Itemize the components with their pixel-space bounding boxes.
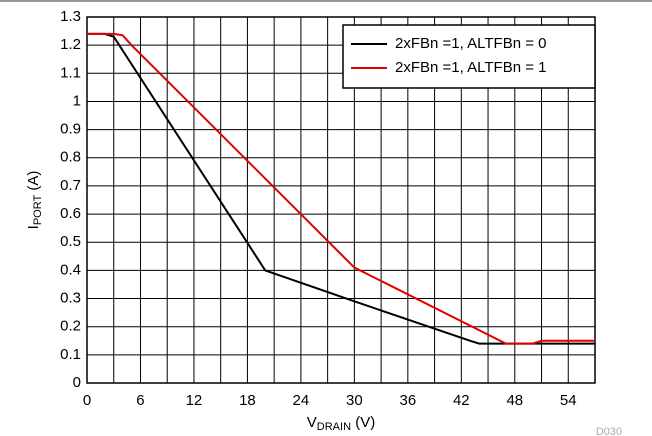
x-label-main: V (307, 414, 317, 431)
footnote: D030 (596, 426, 622, 436)
x-tick-label: 42 (453, 392, 470, 409)
y-tick-label: 0.1 (60, 346, 81, 363)
y-label-unit: (A) (25, 171, 42, 195)
legend-label: 2xFBn =1, ALTFBn = 0 (395, 35, 546, 52)
y-tick-label: 0 (73, 374, 81, 391)
y-tick-label: 0.7 (60, 177, 81, 194)
x-tick-label: 0 (83, 392, 91, 409)
plot-frame (86, 16, 596, 384)
x-tick-label: 6 (136, 392, 144, 409)
x-label-sub: DRAIN (317, 421, 351, 433)
x-tick-label: 54 (560, 392, 577, 409)
y-tick-label: 0.3 (60, 290, 81, 307)
x-tick-label: 18 (239, 392, 256, 409)
legend-box (342, 24, 596, 89)
y-tick-label: 1.2 (60, 36, 81, 53)
y-tick-label: 1 (73, 92, 81, 109)
x-tick-label: 12 (186, 392, 203, 409)
y-label-sub: PORT (32, 195, 44, 226)
y-tick-label: 0.4 (60, 261, 81, 278)
y-tick-label: 0.8 (60, 149, 81, 166)
y-tick-label: 1.1 (60, 64, 81, 81)
x-axis-label: VDRAIN (V) (307, 414, 375, 433)
y-tick-label: 0.5 (60, 233, 81, 250)
x-tick-label: 24 (293, 392, 310, 409)
y-tick-label: 0.2 (60, 318, 81, 335)
x-label-unit: (V) (351, 414, 375, 431)
y-tick-label: 0.6 (60, 205, 81, 222)
y-axis-label: IPORT (A) (25, 171, 44, 230)
y-tick-label: 0.9 (60, 121, 81, 138)
x-tick-label: 48 (506, 392, 523, 409)
line-series (87, 32, 595, 345)
legend-label: 2xFBn =1, ALTFBn = 1 (395, 59, 546, 76)
y-label-main: I (25, 225, 42, 229)
x-tick-label: 30 (346, 392, 363, 409)
x-tick-label: 36 (399, 392, 416, 409)
y-tick-label: 1.3 (60, 8, 81, 25)
